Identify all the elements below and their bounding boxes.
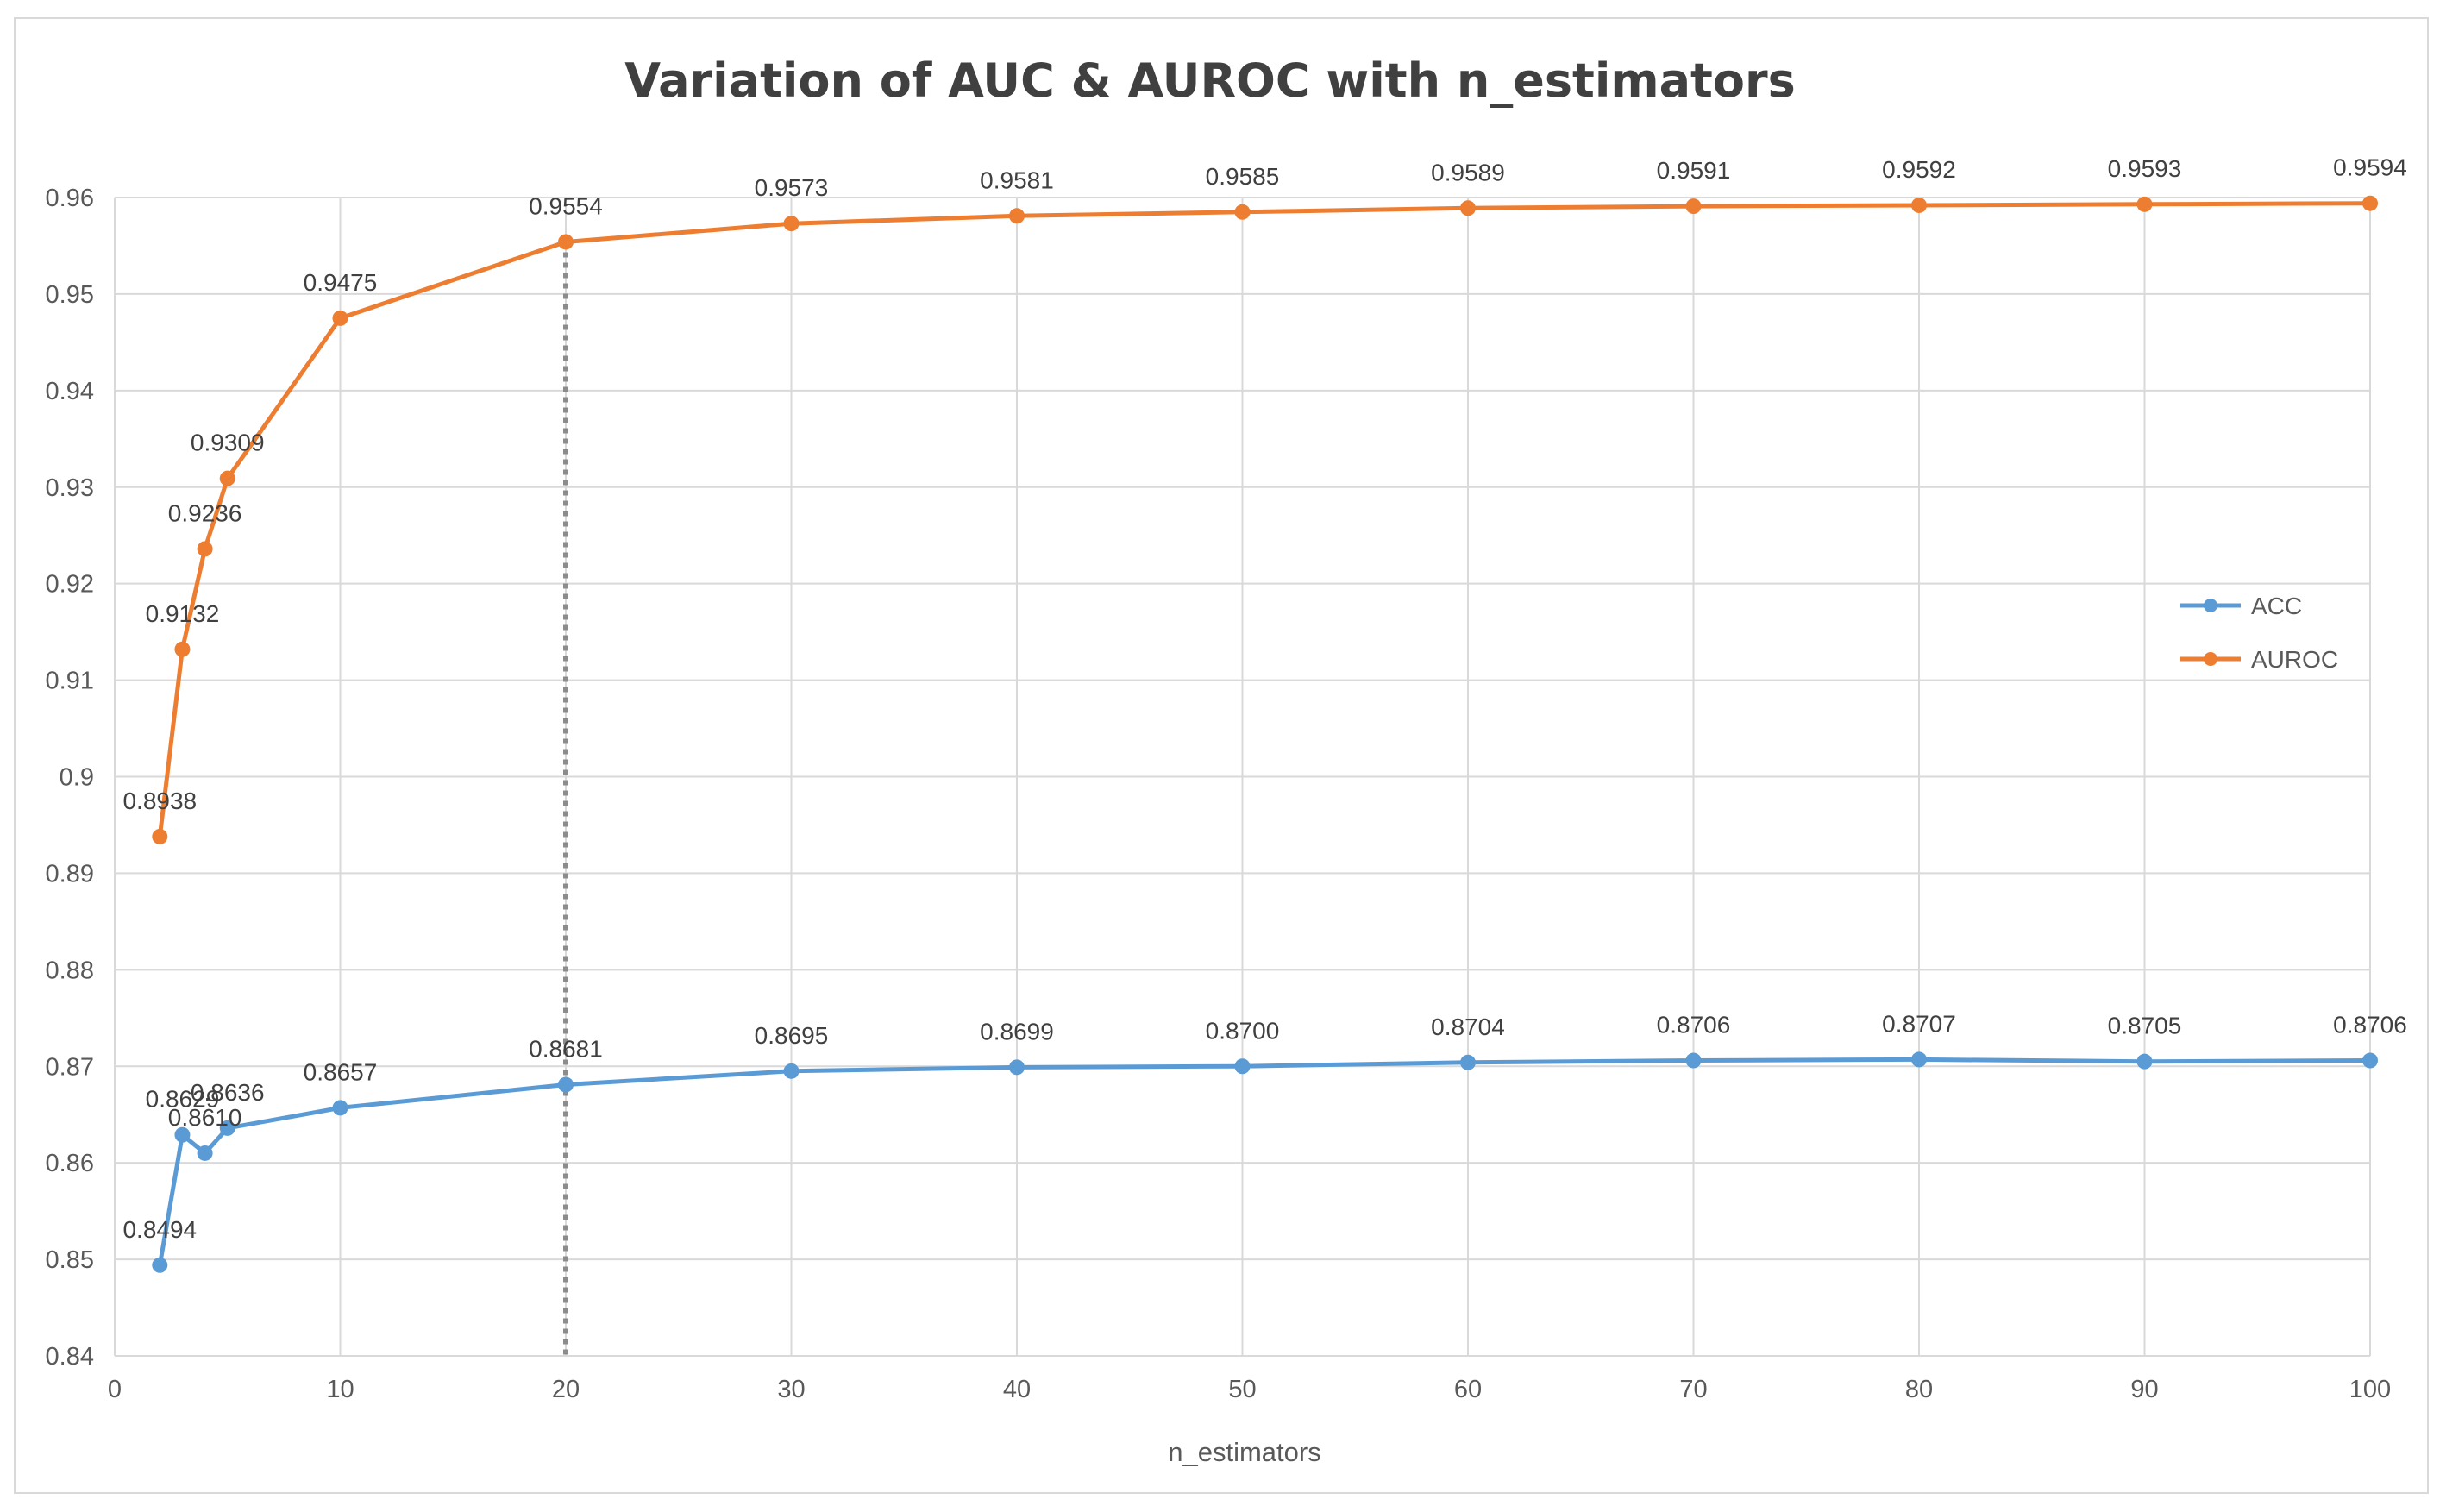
x-tick-label: 40 (1003, 1376, 1031, 1403)
auroc-data-label: 0.9309 (191, 430, 265, 456)
auroc-point (152, 828, 168, 844)
acc-point (219, 1120, 235, 1136)
acc-data-label: 0.8494 (122, 1216, 197, 1243)
chart-title: Variation of AUC & AUROC with n_estimato… (624, 53, 1796, 108)
x-tick-label: 20 (552, 1376, 580, 1403)
acc-point (558, 1076, 574, 1093)
y-tick-label: 0.96 (46, 185, 94, 212)
acc-data-label: 0.8704 (1431, 1013, 1505, 1040)
auroc-point (1685, 198, 1702, 215)
acc-data-label: 0.8695 (755, 1022, 829, 1049)
y-tick-label: 0.94 (46, 378, 94, 405)
auroc-point (1911, 197, 1927, 213)
chart-frame: 0.8494 0.8629 0.8610 0.8636 0.8657 0.8681 0.86… (14, 17, 2429, 1494)
y-tick-label: 0.91 (46, 668, 94, 695)
x-tick-label: 10 (326, 1376, 354, 1403)
x-tick-label: 90 (2130, 1376, 2158, 1403)
x-tick-label: 0 (108, 1376, 122, 1403)
auroc-data-label: 0.9573 (755, 174, 829, 201)
acc-point (1234, 1058, 1251, 1075)
x-axis-title: n_estimators (1168, 1437, 1320, 1467)
acc-legend-marker (2204, 599, 2217, 612)
auroc-line (157, 201, 2371, 838)
auroc-point (558, 234, 574, 250)
x-tick-label: 50 (1228, 1376, 1256, 1403)
acc-data-label: 0.8706 (2333, 1012, 2407, 1038)
acc-data-label: 0.8629 (146, 1086, 220, 1113)
auroc-point (1009, 208, 1025, 224)
auroc-data-label: 0.9132 (146, 600, 220, 627)
y-tick-label: 0.87 (46, 1053, 94, 1081)
auroc-data-label: 0.9585 (1206, 163, 1280, 190)
auroc-point (332, 310, 348, 326)
acc-point (174, 1126, 191, 1143)
auroc-data-label: 0.8938 (122, 787, 197, 814)
acc-point (1685, 1052, 1702, 1069)
y-tick-label: 0.85 (46, 1246, 94, 1274)
x-tick-label: 70 (1679, 1376, 1707, 1403)
auroc-data-label: 0.9475 (304, 269, 378, 296)
auroc-data-label: 0.9554 (529, 192, 603, 219)
acc-data-label: 0.8681 (529, 1036, 603, 1063)
acc-point (2362, 1052, 2378, 1069)
acc-data-label: 0.8706 (1657, 1012, 1731, 1038)
y-tick-label: 0.84 (46, 1343, 94, 1371)
acc-point (2136, 1053, 2153, 1070)
y-tick-label: 0.88 (46, 957, 94, 984)
auroc-point (1234, 204, 1251, 220)
auroc-point (2362, 195, 2378, 211)
acc-point (332, 1100, 348, 1116)
acc-point (197, 1145, 213, 1161)
y-tick-label: 0.89 (46, 860, 94, 888)
auroc-data-label: 0.9591 (1657, 157, 1731, 184)
acc-data-label: 0.8657 (304, 1058, 378, 1085)
acc-legend-label: ACC (2251, 593, 2302, 619)
auroc-point (219, 470, 235, 486)
acc-point (1009, 1059, 1025, 1076)
auroc-data-label: 0.9594 (2333, 154, 2407, 181)
auroc-data-label: 0.9589 (1431, 159, 1505, 185)
line-chart: 0.84940.86290.86100.86360.86570.86810.86… (46, 53, 2407, 1467)
y-tick-label: 0.9 (60, 764, 94, 792)
auroc-legend-label: AUROC (2251, 646, 2338, 673)
gridlines (114, 197, 2371, 1357)
y-tick-label: 0.93 (46, 474, 94, 502)
y-tick-label: 0.92 (46, 571, 94, 599)
y-tick-label: 0.95 (46, 281, 94, 309)
auroc-data-label: 0.9593 (2108, 155, 2182, 182)
acc-point (783, 1063, 800, 1079)
auroc-data-label: 0.9581 (980, 166, 1054, 193)
acc-data-label: 0.8705 (2108, 1013, 2182, 1039)
legend: ACC AUROC (2180, 593, 2338, 673)
acc-point (152, 1257, 168, 1273)
x-tick-label: 80 (1905, 1376, 1933, 1403)
acc-data-label: 0.8699 (980, 1018, 1054, 1045)
x-tick-label: 60 (1454, 1376, 1482, 1403)
tick-labels: 0.840.850.860.870.880.890.90.910.920.930… (46, 185, 2392, 1403)
x-tick-label: 30 (777, 1376, 805, 1403)
acc-data-label: 0.8707 (1882, 1010, 1956, 1037)
auroc-point (197, 541, 213, 557)
auroc-point (783, 216, 800, 232)
auroc-legend-marker (2204, 652, 2217, 666)
auroc-point (2136, 196, 2153, 212)
auroc-data-label: 0.9592 (1882, 156, 1956, 183)
acc-data-label: 0.8610 (168, 1104, 242, 1131)
acc-data-label: 0.8700 (1206, 1017, 1280, 1044)
series-group (152, 195, 2378, 1273)
x-tick-label: 100 (2349, 1376, 2391, 1403)
acc-data-label: 0.8636 (191, 1079, 265, 1106)
acc-point (1911, 1051, 1927, 1068)
auroc-point (174, 641, 191, 657)
y-tick-label: 0.86 (46, 1150, 94, 1177)
acc-point (1460, 1054, 1476, 1070)
auroc-point (1460, 200, 1476, 216)
auroc-data-label: 0.9236 (168, 499, 242, 526)
